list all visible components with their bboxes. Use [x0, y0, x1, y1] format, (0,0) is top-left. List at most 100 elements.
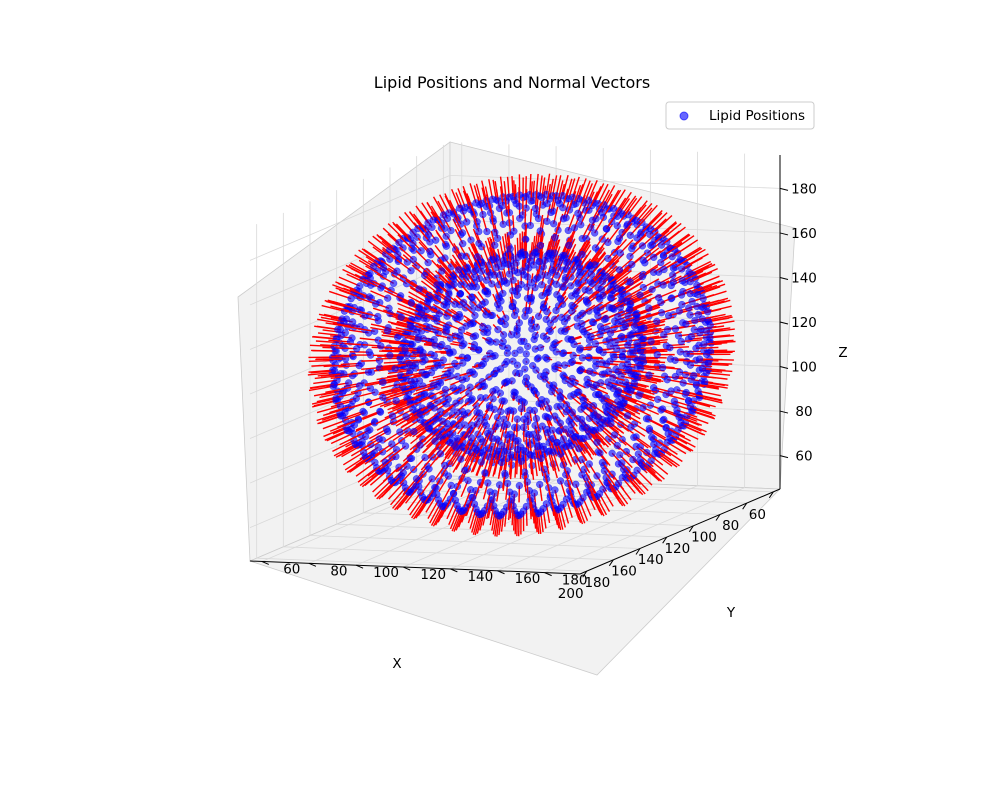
lipid-point	[545, 285, 553, 293]
lipid-point	[472, 283, 481, 291]
x-tick-label: 140	[638, 552, 664, 568]
lipid-point	[556, 477, 565, 485]
normal-vector	[308, 385, 334, 392]
normal-vector	[376, 481, 394, 500]
normal-vector	[673, 256, 694, 269]
lipid-point	[461, 421, 469, 429]
normal-vector	[385, 392, 409, 402]
lipid-point	[562, 408, 570, 416]
normal-vector	[689, 285, 713, 295]
normal-vector	[649, 218, 667, 235]
lipid-point	[648, 240, 657, 249]
normal-vector	[387, 482, 405, 500]
normal-vector	[334, 397, 357, 405]
y-grid-floor	[261, 476, 462, 562]
lipid-point	[491, 241, 499, 249]
lipid-point	[677, 337, 685, 346]
lipid-point	[587, 270, 596, 279]
lipid-point	[563, 314, 571, 322]
lipid-point	[626, 231, 634, 239]
lipid-point	[673, 406, 681, 414]
x-tick-label: 60	[749, 507, 766, 523]
lipid-point	[633, 356, 641, 364]
lipid-point	[664, 312, 673, 320]
lipid-point	[678, 300, 686, 309]
lipid-point	[430, 404, 438, 412]
normal-vector	[620, 407, 641, 420]
normal-vector	[390, 487, 407, 506]
normal-vector	[338, 276, 361, 287]
lipid-point	[704, 308, 712, 316]
lipid-point	[593, 438, 601, 446]
lipid-point	[446, 430, 454, 439]
lipid-point	[686, 361, 695, 369]
lipid-point	[615, 234, 624, 242]
lipid-point	[531, 345, 539, 353]
lipid-point	[511, 196, 519, 204]
lipid-point	[475, 227, 483, 236]
normal-vector	[699, 280, 724, 290]
normal-vector	[409, 496, 424, 516]
lipid-point	[583, 375, 591, 383]
lipid-point	[646, 230, 654, 239]
normal-vector	[702, 290, 727, 300]
normal-vector	[430, 436, 447, 454]
lipid-point	[524, 342, 532, 351]
lipid-point	[642, 415, 651, 423]
lipid-point	[482, 422, 491, 430]
z-tick	[779, 187, 789, 191]
lipid-point	[396, 428, 404, 436]
lipid-point	[567, 392, 575, 400]
lipid-point	[392, 397, 400, 405]
lipid-point	[650, 268, 658, 277]
lipid-point	[550, 249, 559, 257]
lipid-point	[518, 397, 527, 405]
lipid-point	[407, 377, 415, 386]
lipid-point	[609, 304, 617, 312]
normal-vector	[392, 404, 415, 416]
lipid-point	[554, 196, 562, 204]
lipid-point	[633, 466, 641, 474]
normal-vector	[661, 230, 680, 246]
lipid-point	[365, 293, 374, 301]
lipid-point	[461, 466, 469, 475]
legend-marker	[679, 111, 689, 121]
lipid-point	[580, 401, 589, 409]
normal-vector	[378, 386, 404, 394]
lipid-point	[489, 255, 497, 264]
lipid-point	[588, 279, 596, 288]
lipid-point	[475, 274, 484, 283]
lipid-point	[401, 442, 410, 450]
z-tick-label: 180	[791, 181, 817, 197]
lipid-point	[660, 331, 668, 339]
normal-vector	[314, 325, 338, 331]
lipid-point	[484, 479, 492, 487]
lipid-point	[486, 488, 494, 496]
lipid-point	[540, 465, 548, 473]
lipid-point	[498, 397, 506, 405]
lipid-point	[618, 459, 626, 467]
lipid-point	[349, 352, 357, 361]
lipid-point	[552, 348, 560, 356]
lipid-point	[532, 414, 541, 423]
lipid-point	[433, 383, 442, 391]
lipid-point	[417, 309, 426, 317]
normal-vector	[359, 470, 379, 487]
lipid-point	[551, 233, 559, 242]
normal-vector	[622, 195, 637, 215]
lipid-point	[594, 312, 602, 320]
normal-vector	[367, 461, 386, 477]
lipid-point	[537, 400, 545, 408]
lipid-point	[431, 483, 439, 492]
lipid-point	[543, 199, 551, 208]
normal-vector	[629, 299, 652, 311]
lipid-point	[570, 224, 579, 232]
lipid-point	[374, 312, 382, 321]
lipid-point	[457, 455, 465, 463]
normal-vector	[663, 448, 683, 463]
lipid-point	[550, 381, 558, 389]
normal-vector	[339, 289, 361, 299]
lipid-point	[669, 278, 677, 286]
lipid-point	[576, 367, 584, 375]
lipid-point	[591, 229, 599, 237]
